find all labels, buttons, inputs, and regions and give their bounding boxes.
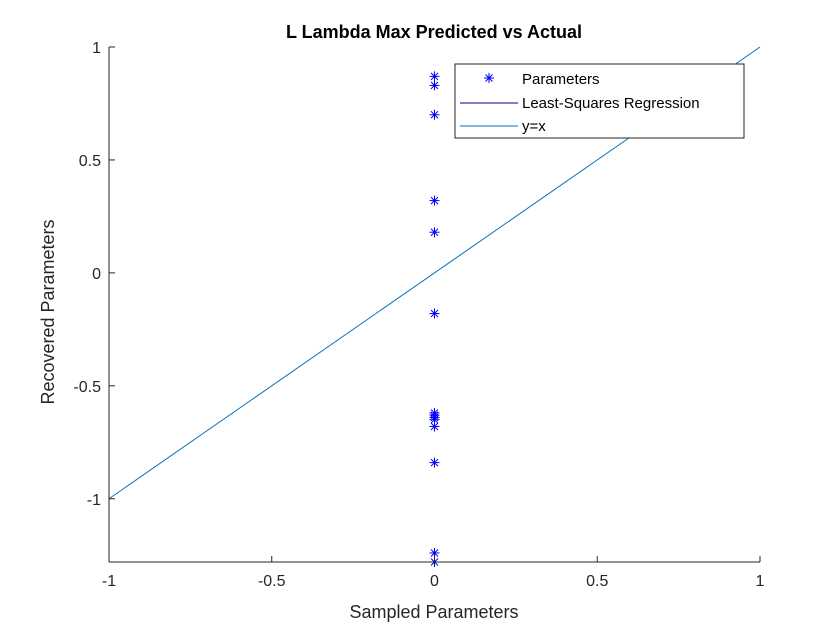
- legend-asterisk: [484, 73, 494, 83]
- y-tick-label: 0: [92, 266, 101, 283]
- x-tick-label: 1: [756, 573, 765, 590]
- legend-item-yx: y=x: [460, 118, 546, 135]
- chart-title: L Lambda Max Predicted vs Actual: [286, 22, 582, 42]
- y-tick-label: -1: [87, 492, 101, 509]
- data-point: [429, 421, 440, 432]
- x-axis-label: Sampled Parameters: [349, 602, 518, 622]
- data-point: [429, 227, 440, 238]
- data-point: [429, 457, 440, 468]
- y-tick-label: -0.5: [73, 379, 101, 396]
- y-axis-label: Recovered Parameters: [38, 219, 58, 404]
- data-point: [429, 195, 440, 206]
- legend-item-parameters: Parameters: [484, 71, 600, 88]
- legend: Parameters Least-Squares Regression y=x: [454, 63, 745, 139]
- legend-label-yx: y=x: [522, 118, 546, 135]
- legend-label-regression: Least-Squares Regression: [522, 95, 700, 112]
- y-tick-label: 0.5: [79, 153, 101, 170]
- x-tick-label: 0: [430, 573, 439, 590]
- x-tick-label: -0.5: [258, 573, 286, 590]
- x-tick-label: -1: [102, 573, 116, 590]
- data-point: [429, 80, 440, 91]
- y-tick-label: 1: [92, 40, 101, 57]
- legend-item-regression: Least-Squares Regression: [460, 95, 700, 112]
- data-point: [429, 71, 440, 82]
- legend-label-parameters: Parameters: [522, 71, 600, 88]
- data-point: [429, 109, 440, 120]
- legend-marker-asterisk: [484, 73, 494, 83]
- x-tick-label: 0.5: [586, 573, 608, 590]
- data-point: [429, 308, 440, 319]
